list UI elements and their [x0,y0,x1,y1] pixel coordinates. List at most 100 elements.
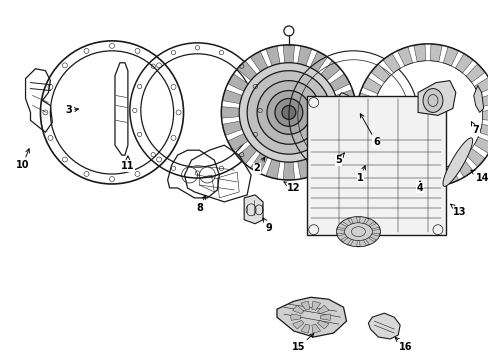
Polygon shape [360,217,367,223]
Polygon shape [222,89,242,104]
Polygon shape [339,107,356,118]
Ellipse shape [239,63,339,162]
Polygon shape [371,64,390,82]
Polygon shape [443,165,459,184]
Polygon shape [291,314,301,320]
Polygon shape [312,301,320,310]
Polygon shape [228,134,248,151]
Polygon shape [372,230,380,234]
Polygon shape [366,219,374,226]
Polygon shape [221,107,240,118]
Text: 4: 4 [416,181,423,193]
Polygon shape [483,110,490,121]
Polygon shape [283,162,294,180]
Text: 5: 5 [335,153,344,165]
Polygon shape [357,93,376,107]
Polygon shape [343,219,351,226]
Polygon shape [310,51,327,72]
Polygon shape [474,86,484,112]
Text: 14: 14 [471,170,490,183]
Polygon shape [228,74,248,91]
Ellipse shape [282,105,296,120]
Polygon shape [330,74,350,91]
Text: 8: 8 [196,195,206,213]
Polygon shape [430,44,442,62]
Polygon shape [474,77,490,94]
Text: 11: 11 [121,156,135,171]
Polygon shape [337,230,344,234]
Text: 1: 1 [357,166,366,183]
Polygon shape [397,165,413,184]
Polygon shape [293,320,304,329]
Ellipse shape [247,71,331,154]
Polygon shape [293,305,304,314]
Polygon shape [383,158,401,177]
Ellipse shape [423,89,443,112]
Polygon shape [370,223,379,229]
Polygon shape [362,137,382,153]
Polygon shape [337,93,350,116]
Polygon shape [350,217,357,223]
Polygon shape [343,238,351,244]
Polygon shape [277,297,346,337]
Ellipse shape [275,99,303,126]
Polygon shape [338,223,347,229]
Polygon shape [336,89,355,104]
Polygon shape [360,240,367,247]
Text: 12: 12 [284,182,300,193]
Text: 3: 3 [65,105,78,116]
Polygon shape [466,148,485,167]
Polygon shape [318,320,329,329]
Polygon shape [250,51,268,72]
Polygon shape [443,138,473,186]
Polygon shape [310,153,327,174]
Polygon shape [356,110,373,121]
Ellipse shape [267,91,311,134]
Polygon shape [321,61,341,80]
Polygon shape [312,324,320,333]
Polygon shape [266,46,280,66]
Polygon shape [368,313,400,339]
Polygon shape [443,47,459,66]
Polygon shape [338,234,347,240]
Ellipse shape [337,217,380,247]
Text: 2: 2 [254,157,265,173]
Polygon shape [320,314,331,320]
Polygon shape [250,153,268,174]
Polygon shape [318,305,329,314]
Polygon shape [397,47,413,66]
Polygon shape [283,45,294,63]
Polygon shape [244,195,263,224]
Polygon shape [336,121,355,135]
Text: 9: 9 [263,218,272,233]
Polygon shape [466,64,485,82]
Polygon shape [222,121,242,135]
Polygon shape [362,77,382,94]
Ellipse shape [257,81,320,144]
Text: 16: 16 [395,337,413,352]
Polygon shape [370,234,379,240]
Polygon shape [480,124,490,138]
Polygon shape [330,134,350,151]
Polygon shape [321,144,341,164]
Polygon shape [480,93,490,107]
Polygon shape [474,137,490,153]
FancyBboxPatch shape [307,95,446,235]
Polygon shape [350,240,357,247]
Polygon shape [301,324,310,333]
Polygon shape [455,54,473,73]
Polygon shape [297,159,312,179]
Polygon shape [237,144,257,164]
Text: 10: 10 [16,149,29,170]
Polygon shape [418,81,456,116]
Polygon shape [297,46,312,66]
Polygon shape [455,158,473,177]
Polygon shape [266,159,280,179]
Polygon shape [237,61,257,80]
Polygon shape [366,238,374,244]
Text: 15: 15 [292,334,314,352]
Polygon shape [414,44,426,62]
Ellipse shape [337,108,348,116]
Polygon shape [383,54,401,73]
Polygon shape [371,148,390,167]
